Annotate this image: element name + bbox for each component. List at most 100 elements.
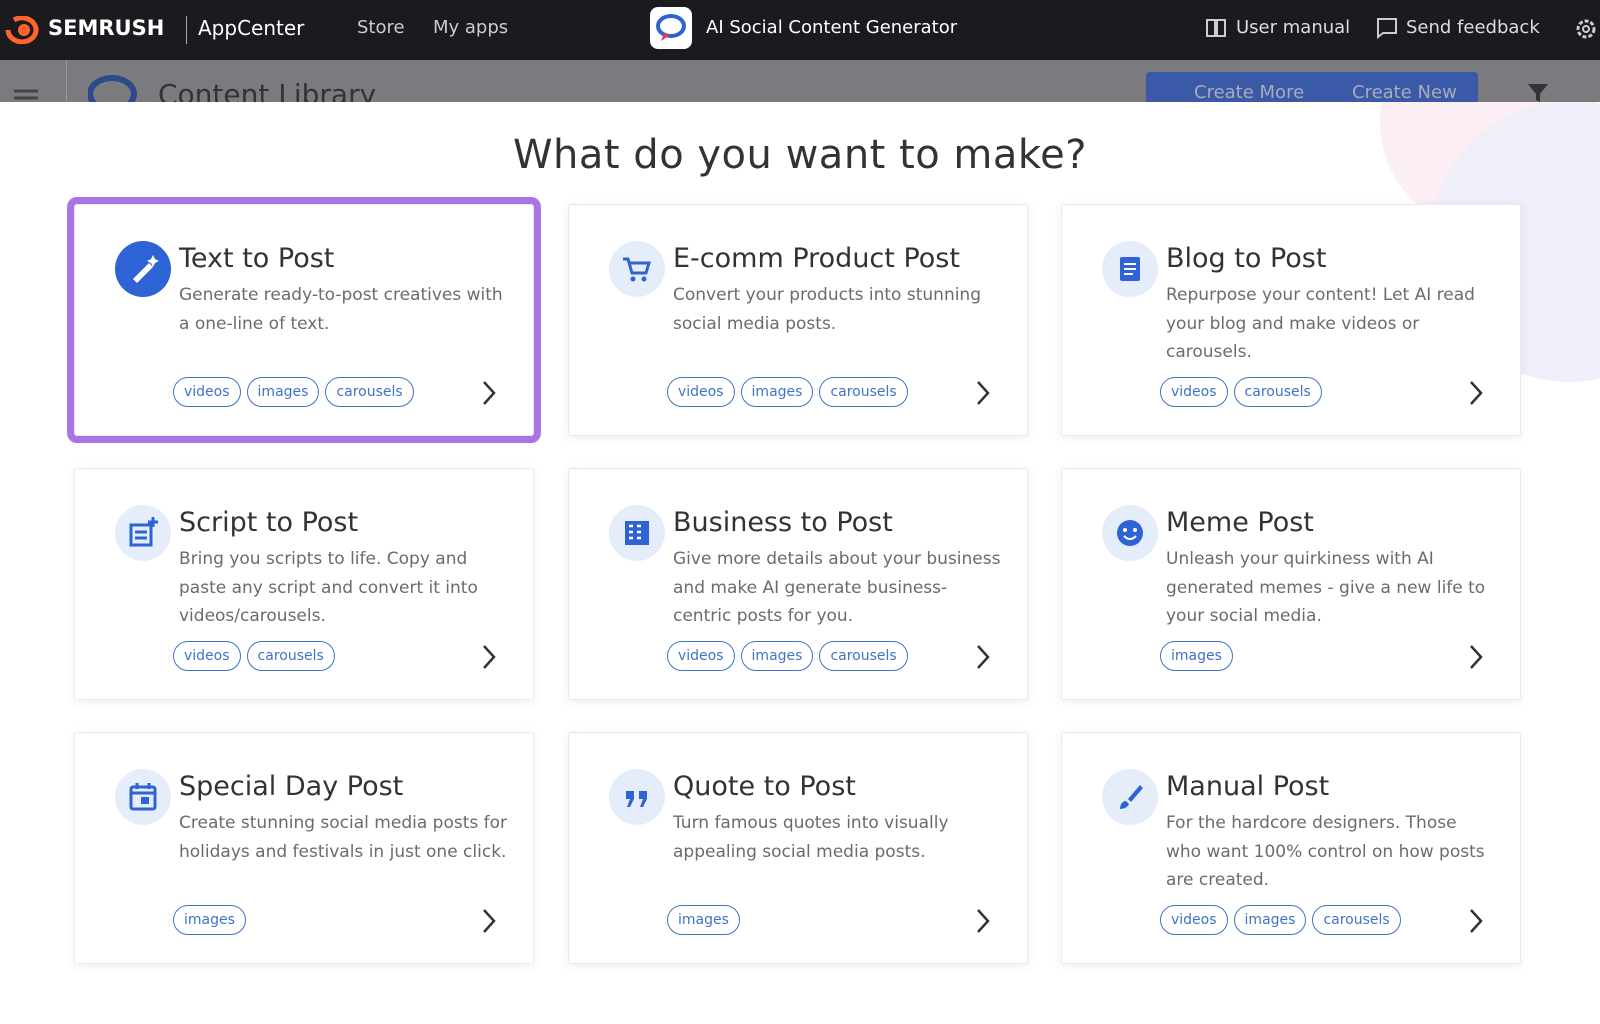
card-title: Script to Post <box>179 507 359 538</box>
card-description: Generate ready-to-post creatives with a … <box>179 285 503 334</box>
tag: carousels <box>1233 377 1322 407</box>
card-icon <box>609 241 665 297</box>
card-description: Convert your products into stunning soci… <box>673 285 982 334</box>
card-icon <box>609 505 665 561</box>
card-icon <box>115 769 171 825</box>
card[interactable]: Text to Post Generate ready-to-post creat… <box>67 197 541 443</box>
chevron[interactable] <box>1466 907 1486 935</box>
card-description: Create stunning social media posts for h… <box>179 813 508 862</box>
card[interactable]: Quote to Post Turn famous quotes into vis… <box>568 732 1028 964</box>
tag-list: videos images carousels <box>173 377 414 407</box>
card-title: E-comm Product Post <box>673 243 960 274</box>
tag-list: videos images carousels <box>1160 905 1401 935</box>
send-feedback[interactable]: Send feedback <box>1406 17 1540 38</box>
app-icon <box>650 7 692 49</box>
tag: videos <box>1160 905 1228 935</box>
card-title: Quote to Post <box>673 771 856 802</box>
tag: images <box>1160 641 1233 671</box>
card[interactable]: Script to Post Bring you scripts to life.… <box>74 468 534 700</box>
tag: carousels <box>819 377 908 407</box>
tag-list: videos carousels <box>1160 377 1322 407</box>
tag: images <box>740 641 814 671</box>
modal-title: What do you want to make? <box>512 132 1087 178</box>
tag: carousels <box>819 641 908 671</box>
library-logo <box>88 75 137 102</box>
tag-list: videos images carousels <box>667 641 908 671</box>
card-title: Business to Post <box>673 507 893 538</box>
create-more[interactable]: Create More <box>1194 82 1305 102</box>
chevron[interactable] <box>479 643 499 671</box>
card-title: Blog to Post <box>1166 243 1327 274</box>
tag-list: videos images carousels <box>667 377 908 407</box>
chevron[interactable] <box>479 907 499 935</box>
tag: images <box>173 905 246 935</box>
tag-list: images <box>1160 641 1233 671</box>
card[interactable]: E-comm Product Post Convert your products… <box>568 204 1028 436</box>
chevron[interactable] <box>479 379 499 407</box>
card[interactable]: Blog to Post Repurpose your content! Let … <box>1061 204 1521 436</box>
card-description: Bring you scripts to life. Copy and past… <box>179 549 478 626</box>
create-buttons: Create More Create New <box>1146 72 1478 102</box>
card-description: Repurpose your content! Let AI read your… <box>1166 285 1475 362</box>
menu-icon <box>14 89 38 100</box>
modal: What do you want to make? Text to Post Ge… <box>0 102 1600 1024</box>
chevron[interactable] <box>1466 379 1486 407</box>
tag-list: videos carousels <box>173 641 335 671</box>
feedback-icon <box>1377 18 1397 39</box>
card-title: Text to Post <box>179 243 335 274</box>
divider <box>66 60 67 102</box>
tag: images <box>1233 905 1307 935</box>
card[interactable]: Manual Post For the hardcore designers. T… <box>1061 732 1521 964</box>
tag: videos <box>173 641 241 671</box>
tag: images <box>740 377 814 407</box>
settings-icon[interactable] <box>1574 17 1598 41</box>
library-title: Content Library <box>158 78 377 102</box>
nav-my-apps[interactable]: My apps <box>433 17 509 38</box>
card-title: Manual Post <box>1166 771 1330 802</box>
app-title: AI Social Content Generator <box>706 17 958 38</box>
tag: images <box>667 905 740 935</box>
card-icon <box>1102 769 1158 825</box>
create-new[interactable]: Create New <box>1352 82 1457 102</box>
nav-store[interactable]: Store <box>357 17 405 38</box>
filter-icon <box>1528 84 1548 102</box>
chevron[interactable] <box>1466 643 1486 671</box>
card-icon <box>1102 505 1158 561</box>
tag: videos <box>667 641 735 671</box>
app-icon-graphic <box>656 14 686 41</box>
chevron[interactable] <box>973 379 993 407</box>
tag: carousels <box>1312 905 1401 935</box>
tag-list: images <box>667 905 740 935</box>
semrush-logo <box>5 16 39 44</box>
chevron[interactable] <box>973 907 993 935</box>
card-icon <box>115 241 171 297</box>
card[interactable]: Special Day Post Create stunning social m… <box>74 732 534 964</box>
user-manual[interactable]: User manual <box>1236 17 1351 38</box>
card-description: For the hardcore designers. Those who wa… <box>1166 813 1485 890</box>
tag: videos <box>173 377 241 407</box>
tag: carousels <box>246 641 335 671</box>
chevron[interactable] <box>973 643 993 671</box>
card[interactable]: Meme Post Unleash your quirkiness with AI… <box>1061 468 1521 700</box>
separator <box>186 16 187 44</box>
card-icon <box>115 505 171 561</box>
tag-list: images <box>173 905 246 935</box>
tag: images <box>246 377 320 407</box>
brand[interactable]: SEMRUSH <box>48 16 165 40</box>
card-title: Special Day Post <box>179 771 404 802</box>
top-bar: SEMRUSH AppCenter Store My apps AI Socia… <box>0 0 1600 60</box>
tag: carousels <box>325 377 414 407</box>
card-description: Give more details about your business an… <box>673 549 1001 626</box>
card-icon <box>1102 241 1158 297</box>
card-icon <box>609 769 665 825</box>
tag: videos <box>667 377 735 407</box>
card-description: Turn famous quotes into visually appeali… <box>673 813 949 862</box>
tag: videos <box>1160 377 1228 407</box>
card[interactable]: Business to Post Give more details about … <box>568 468 1028 700</box>
card-title: Meme Post <box>1166 507 1314 538</box>
product-name[interactable]: AppCenter <box>198 16 305 40</box>
card-description: Unleash your quirkiness with AI generate… <box>1166 549 1486 626</box>
manual-icon <box>1206 19 1226 37</box>
background-overlay: Content Library Create More Create New <box>0 60 1600 102</box>
